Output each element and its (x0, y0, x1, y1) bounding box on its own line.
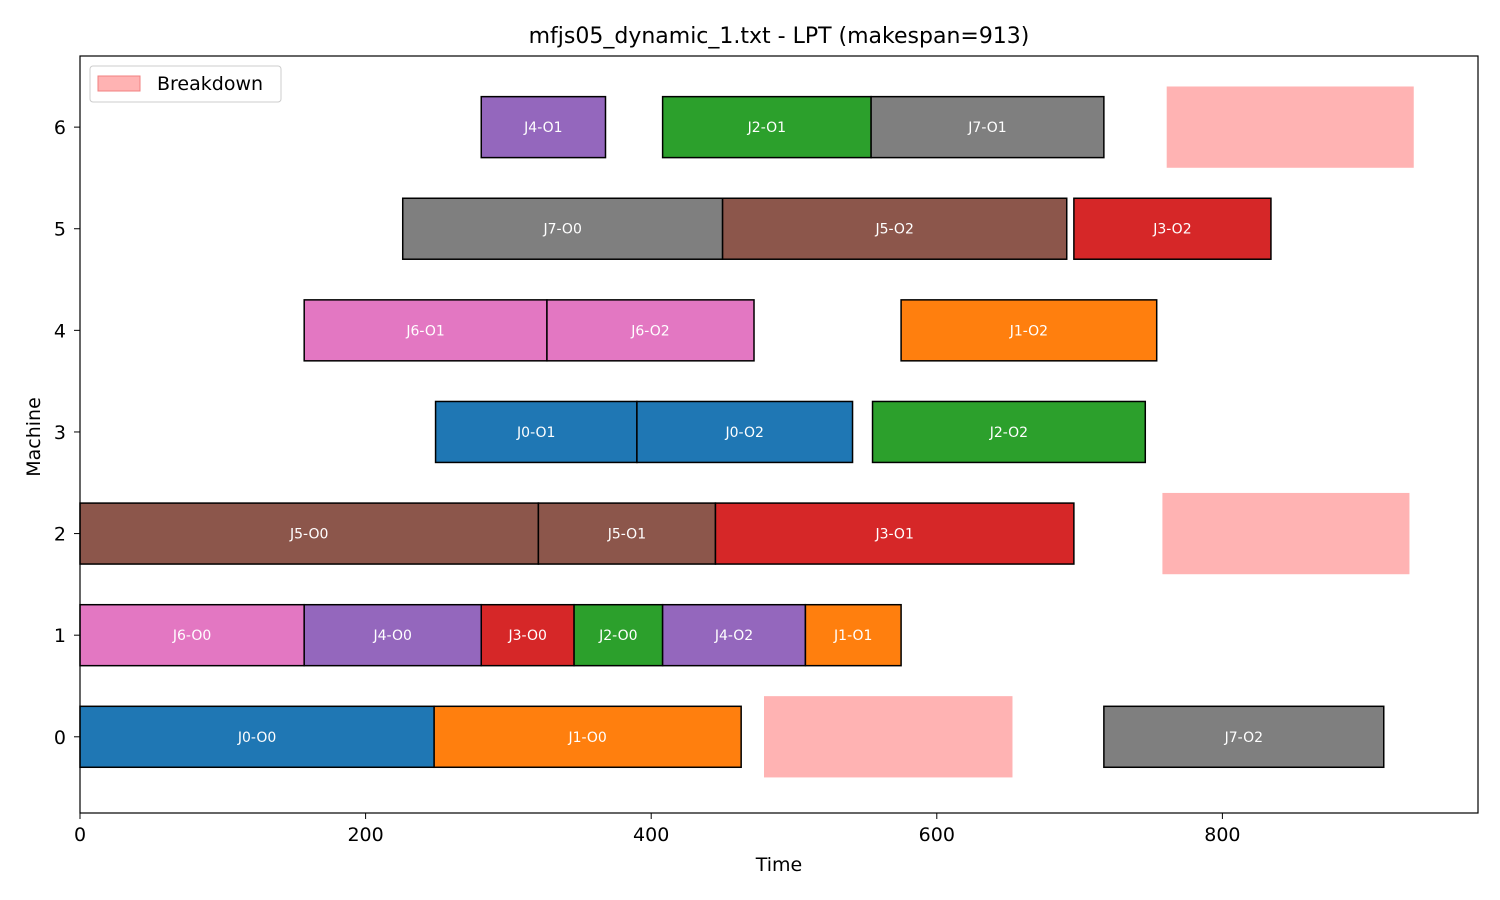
task-bar-label: J2-O2 (989, 425, 1028, 441)
y-tick-label: 2 (54, 524, 66, 546)
breakdown-bar (764, 696, 1013, 778)
task-bar-label: J6-O0 (172, 628, 211, 644)
task-bar-label: J3-O0 (507, 628, 546, 644)
task-bar-label: J0-O0 (237, 730, 276, 746)
task-bar (537, 502, 717, 565)
task-bar (1073, 197, 1272, 260)
x-axis-label: Time (755, 854, 803, 876)
task-bar-label: J2-O1 (747, 120, 786, 136)
task-bar (1103, 705, 1385, 769)
y-axis-label: Machine (23, 397, 45, 477)
x-tick-label: 600 (919, 824, 955, 846)
plot-frame (79, 55, 1479, 814)
legend-swatch-breakdown (97, 75, 141, 92)
task-bar (661, 95, 872, 159)
task-bar (636, 400, 854, 464)
y-tick-label: 5 (54, 219, 66, 241)
y-tick-label: 6 (54, 117, 66, 139)
task-bar-label: J6-O2 (630, 323, 669, 339)
legend: Breakdown (89, 65, 282, 103)
y-tick-label: 0 (54, 727, 66, 749)
task-bar-label: J5-O2 (874, 222, 913, 238)
y-axis-ticks: 0 1 2 3 4 5 6 (54, 117, 80, 749)
legend-label-breakdown: Breakdown (157, 73, 263, 95)
legend-frame (89, 65, 282, 103)
task-bar-label: J0-O1 (516, 425, 555, 441)
task-bar (871, 400, 1147, 464)
task-bar-label: J7-O2 (1224, 730, 1263, 746)
task-bar-label: J3-O1 (874, 527, 913, 543)
task-bar (480, 603, 575, 667)
x-tick-label: 800 (1204, 824, 1240, 846)
task-bar (79, 705, 435, 769)
task-bar-label: J6-O1 (405, 323, 444, 339)
task-bar (870, 95, 1105, 159)
task-bar-label: J7-O0 (542, 222, 581, 238)
task-bar (303, 299, 548, 362)
task-bar (433, 705, 742, 769)
y-tick-label: 3 (54, 422, 66, 444)
task-bar-label: J1-O1 (833, 628, 872, 644)
x-axis-ticks: 0 200 400 600 800 (74, 813, 1241, 846)
task-bar (721, 197, 1068, 260)
task-bar-label: J5-O1 (607, 527, 646, 543)
task-bar (900, 299, 1158, 362)
task-bar (714, 502, 1075, 565)
y-tick-label: 1 (54, 625, 66, 647)
task-bar (303, 603, 483, 667)
task-bar-label: J1-O0 (567, 730, 606, 746)
x-tick-label: 0 (74, 824, 86, 846)
task-bar-label: J1-O2 (1009, 323, 1048, 339)
breakdown-layer (764, 86, 1414, 778)
task-bar-label: J3-O2 (1152, 222, 1191, 238)
x-tick-label: 200 (347, 824, 383, 846)
task-bar-label: J7-O1 (967, 120, 1006, 136)
y-tick-label: 4 (54, 320, 66, 342)
x-tick-label: 400 (633, 824, 669, 846)
task-layer: J0-O0 J1-O0 J7-O2 J6-O0 J4-O0 J3-O0 J2-O0 J4-O2… (79, 95, 1385, 769)
task-bar (661, 603, 807, 667)
breakdown-bar (1166, 86, 1414, 168)
task-bar (573, 603, 664, 667)
chart-title: mfjs05_dynamic_1.txt - LPT (makespan=913… (529, 24, 1030, 49)
task-bar-label: J4-O2 (714, 628, 753, 644)
task-bar-label: J5-O0 (289, 527, 328, 543)
breakdown-bar (1162, 492, 1410, 575)
task-bar-label: J4-O0 (373, 628, 412, 644)
task-bar-label: J0-O2 (725, 425, 764, 441)
task-bar (79, 502, 540, 565)
task-bar (480, 95, 607, 159)
task-bar (546, 299, 755, 362)
task-bar (804, 603, 902, 667)
task-bar-label: J2-O0 (598, 628, 637, 644)
task-bar-label: J4-O1 (523, 120, 562, 136)
